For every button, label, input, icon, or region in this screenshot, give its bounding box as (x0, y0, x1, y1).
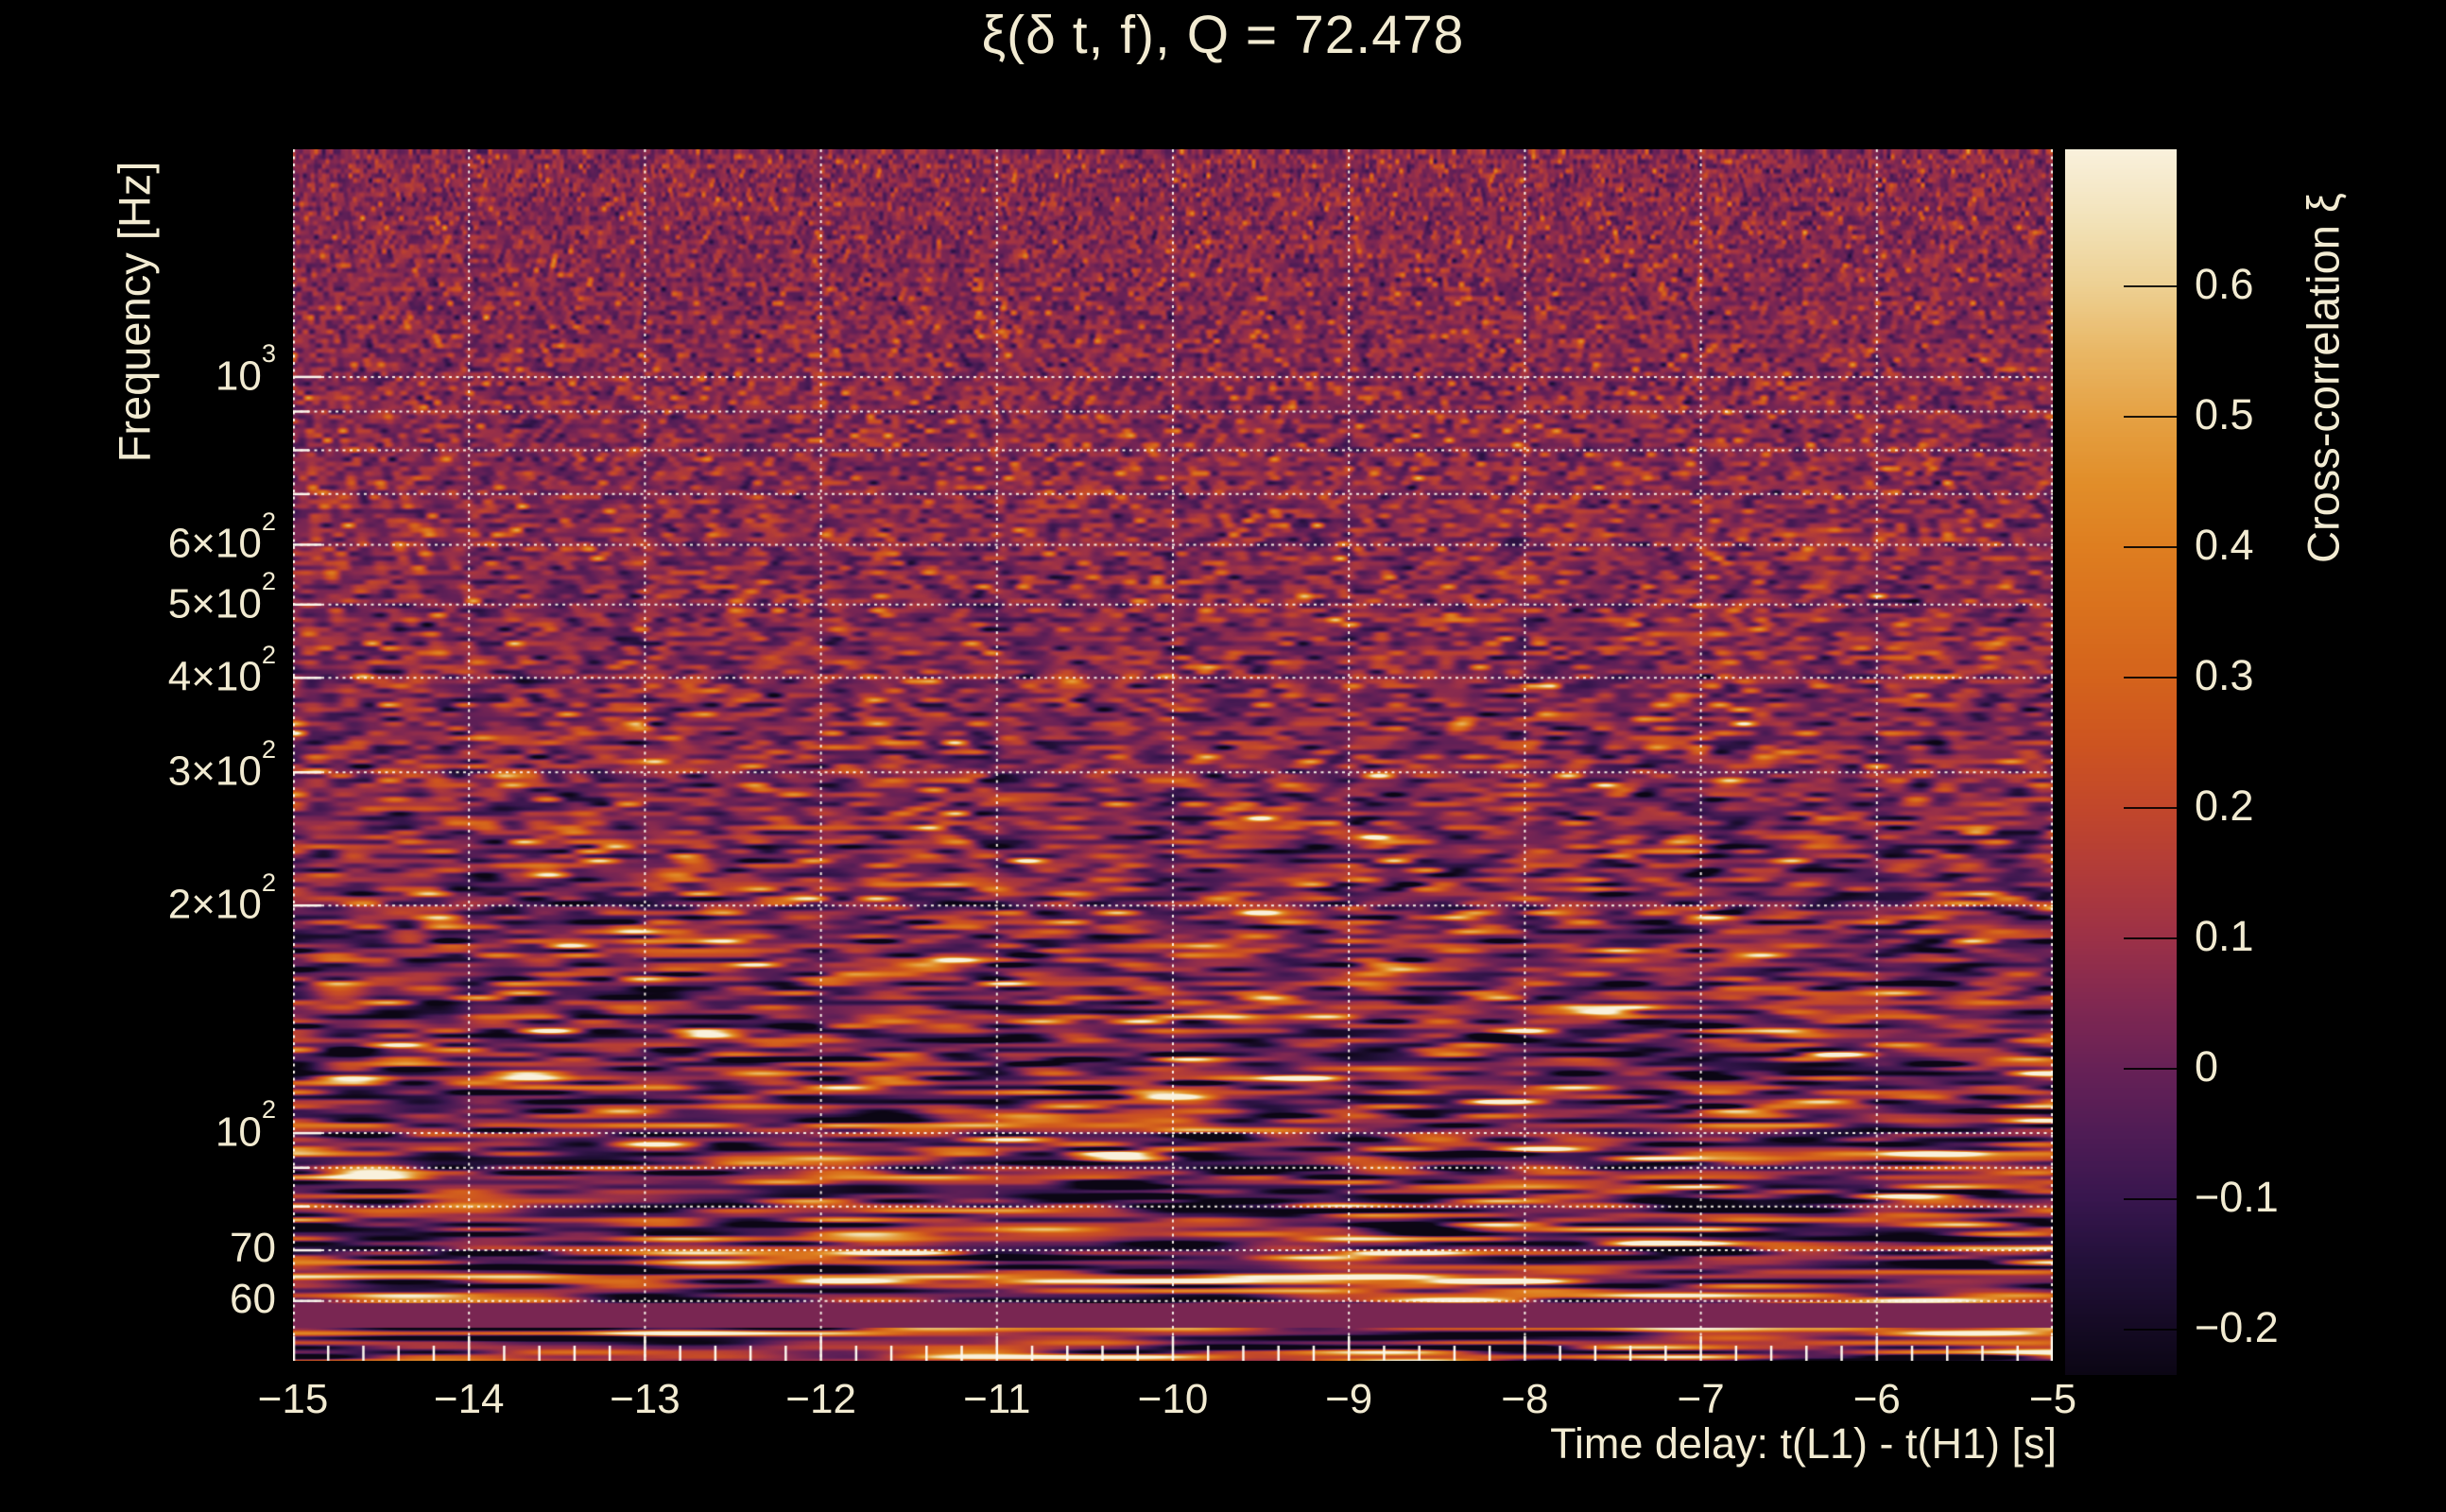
colorbar-tick-label: 0.5 (2195, 389, 2254, 438)
y-tick-label: 4×102 (167, 639, 276, 700)
x-tick-label: −10 (1137, 1376, 1209, 1422)
colorbar-gradient (2065, 149, 2177, 1375)
y-tick-label: 70 (230, 1225, 276, 1272)
colorbar-tick (2124, 415, 2177, 418)
colorbar-tick (2124, 545, 2177, 548)
y-tick-label: 2×102 (167, 867, 276, 928)
colorbar-tick (2124, 1328, 2177, 1331)
y-tick-label: 3×102 (167, 733, 276, 795)
chart-title: ξ(δ t, f), Q = 72.478 (981, 5, 1465, 65)
heatmap-canvas (293, 149, 2053, 1361)
colorbar-tick (2124, 284, 2177, 287)
plot-area (293, 149, 2053, 1361)
x-tick-label: −11 (963, 1376, 1031, 1422)
x-tick-label: −15 (257, 1376, 329, 1422)
colorbar-tick-label: −0.2 (2195, 1302, 2279, 1351)
colorbar-tick-label: 0.1 (2195, 911, 2254, 960)
y-tick-label: 60 (230, 1275, 276, 1322)
y-tick-label: 102 (215, 1094, 276, 1156)
x-tick-label: −12 (785, 1376, 856, 1422)
y-tick-label: 6×102 (167, 506, 276, 568)
x-axis-label: Time delay: t(L1) - t(H1) [s] (1550, 1419, 2057, 1468)
colorbar-label: Cross-correlation ξ (2298, 193, 2349, 563)
colorbar-tick (2124, 936, 2177, 939)
colorbar-tick-label: 0.6 (2195, 259, 2254, 308)
x-tick-label: −6 (1852, 1376, 1901, 1422)
x-tick-label: −9 (1325, 1376, 1373, 1422)
x-tick-label: −7 (1677, 1376, 1725, 1422)
colorbar-tick-label: −0.1 (2195, 1172, 2279, 1221)
x-tick-label: −8 (1501, 1376, 1549, 1422)
y-tick-label: 5×102 (167, 566, 276, 627)
x-tick-label: −14 (433, 1376, 505, 1422)
colorbar-tick (2124, 806, 2177, 809)
colorbar-tick-label: 0.2 (2195, 781, 2254, 830)
colorbar-tick (2124, 676, 2177, 679)
colorbar-tick-label: 0.3 (2195, 650, 2254, 699)
y-tick-label: 103 (215, 338, 276, 400)
x-tick-label: −13 (610, 1376, 680, 1422)
colorbar-tick-label: 0.4 (2195, 520, 2254, 569)
colorbar-tick (2124, 1067, 2177, 1070)
colorbar-tick-label: 0 (2195, 1041, 2219, 1091)
y-axis-label: Frequency [Hz] (109, 161, 160, 463)
colorbar-tick (2124, 1197, 2177, 1200)
x-tick-label: −5 (2028, 1376, 2077, 1422)
